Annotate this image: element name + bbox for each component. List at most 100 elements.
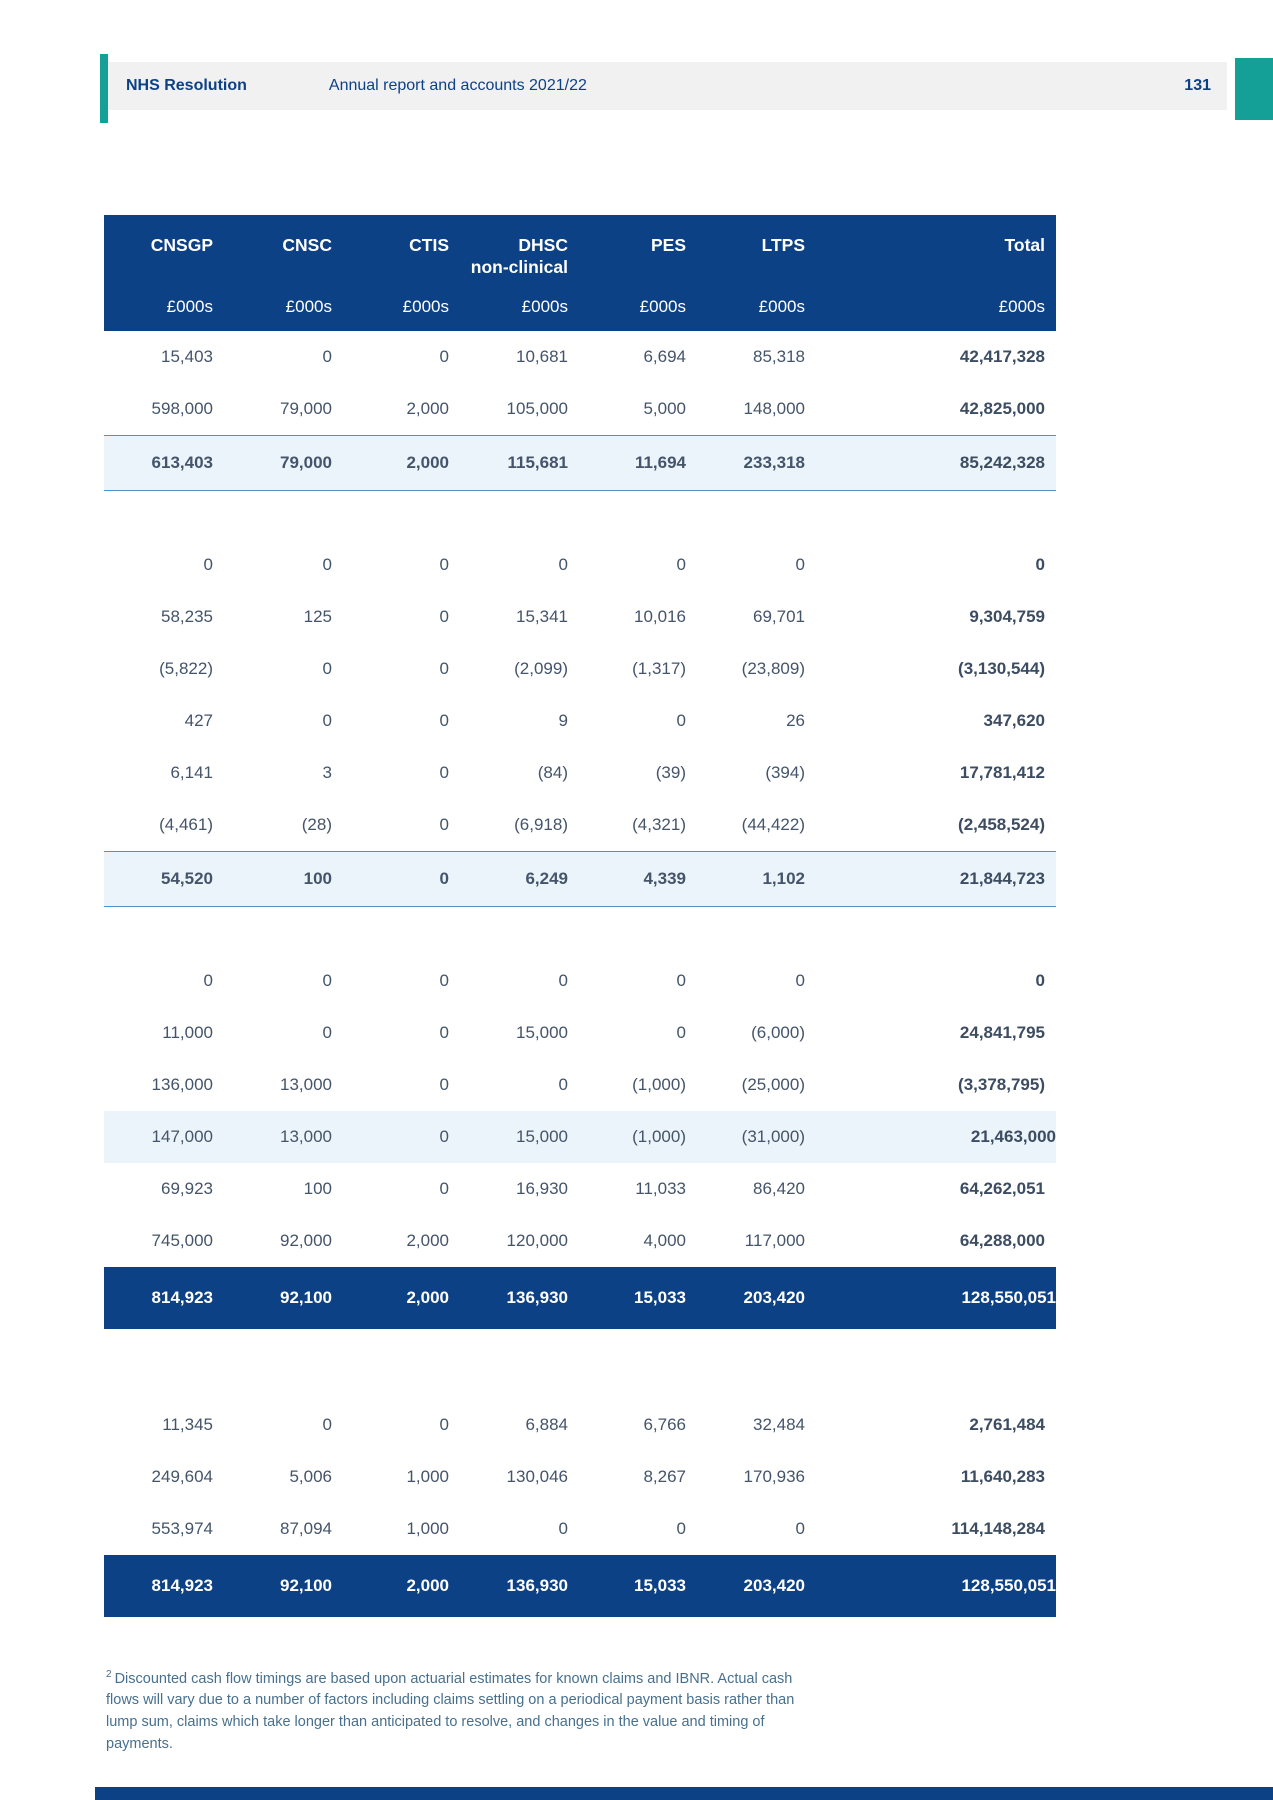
- table-row-subtotal-plain: 147,000 13,000 0 15,000 (1,000) (31,000) 21,46…: [104, 1110, 1056, 1163]
- table-cell: 0: [795, 1518, 805, 1538]
- table-cell: 598,000: [151, 398, 213, 418]
- page-number: 131: [1184, 77, 1211, 94]
- table-cell: 2,000: [406, 1230, 449, 1250]
- footnote-marker: 2: [106, 1668, 112, 1680]
- table-row-normal: 69,923 100 0 16,930 11,033 86,420 64,262,051: [104, 1163, 1056, 1215]
- table-row-grandtotal: 814,923 92,100 2,000 136,930 15,033 203,420 12…: [104, 1554, 1056, 1617]
- table-cell: 203,420: [686, 1266, 805, 1329]
- table-cell: 0: [558, 554, 568, 574]
- table-cell: 553,974: [151, 1518, 213, 1538]
- running-header: NHS Resolution Annual report and account…: [100, 62, 1227, 110]
- table-cell: 26: [786, 710, 805, 730]
- table-cell: 0: [439, 814, 449, 834]
- table-cell: 2,761,484: [969, 1414, 1045, 1434]
- table-cell: 54,520: [104, 850, 213, 907]
- table-cell: 5,000: [643, 398, 686, 418]
- column-sublabel: non-clinical: [470, 256, 568, 277]
- table-cell: 0: [332, 850, 449, 907]
- table-cell: 11,640,283: [960, 1466, 1045, 1486]
- column-label: CNSC: [282, 235, 332, 255]
- table-row-normal: 598,000 79,000 2,000 105,000 5,000 148,000 42,…: [104, 383, 1056, 436]
- table-cell: (31,000): [686, 1110, 805, 1163]
- column-label: LTPS: [761, 235, 805, 255]
- table-cell: 1,000: [406, 1466, 449, 1486]
- table-cell: 10,681: [516, 346, 568, 366]
- table-cell: 86,420: [753, 1178, 805, 1198]
- table-cell: 15,000: [449, 1110, 568, 1163]
- table-row-normal: (4,461) (28) 0 (6,918) (4,321) (44,422) (2,458…: [104, 799, 1056, 852]
- table-cell: 0: [439, 762, 449, 782]
- table-cell: 170,936: [743, 1466, 805, 1486]
- table-cell: 21,844,723: [805, 850, 1056, 907]
- table-cell: 130,046: [506, 1466, 568, 1486]
- table-cell: 85,242,328: [805, 434, 1056, 491]
- table-cell: 69,923: [161, 1178, 213, 1198]
- table-cell: 79,000: [213, 434, 332, 491]
- table-row-normal: 58,235 125 0 15,341 10,016 69,701 9,304,759: [104, 591, 1056, 643]
- gap-cell: [104, 490, 1056, 539]
- table-cell: 15,341: [516, 606, 568, 626]
- table-cell: 1,102: [686, 850, 805, 907]
- table-cell: 4,000: [643, 1230, 686, 1250]
- table-cell: 249,604: [151, 1466, 213, 1486]
- table-cell: 85,318: [753, 346, 805, 366]
- column-sublabel: [104, 257, 213, 281]
- document-title: Annual report and accounts 2021/22: [328, 77, 587, 94]
- table-cell: 0: [322, 1022, 332, 1042]
- table-cell: (4,321): [632, 814, 686, 834]
- table-cell: 0: [322, 554, 332, 574]
- table-cell: (3,130,544): [958, 658, 1045, 678]
- table-cell: 105,000: [506, 398, 568, 418]
- table-cell: 0: [676, 554, 686, 574]
- table-row-normal: 11,345 0 0 6,884 6,766 32,484 2,761,484: [104, 1399, 1056, 1451]
- table-row-grandtotal: 814,923 92,100 2,000 136,930 15,033 203,420 12…: [104, 1266, 1056, 1329]
- table-cell: (2,458,524): [958, 814, 1045, 834]
- table-row-normal: 745,000 92,000 2,000 120,000 4,000 117,000 64,…: [104, 1215, 1056, 1267]
- table-cell: 0: [439, 1178, 449, 1198]
- table-cell: 125: [303, 606, 332, 626]
- table-cell: 128,550,051: [805, 1266, 1056, 1329]
- table-cell: 745,000: [151, 1230, 213, 1250]
- table-cell: 0: [558, 1074, 568, 1094]
- table-row-normal: 427 0 0 9 0 26 347,620: [104, 695, 1056, 747]
- table-cell: 6,694: [643, 346, 686, 366]
- table-cell: 5,006: [289, 1466, 332, 1486]
- table-cell: 0: [676, 970, 686, 990]
- table-cell: 233,318: [686, 434, 805, 491]
- table-cell: (5,822): [159, 658, 213, 678]
- table-cell: 0: [332, 1110, 449, 1163]
- table-cell: 100: [213, 850, 332, 907]
- column-header-ctis: CTIS £000s: [332, 215, 449, 331]
- table-cell: 0: [558, 970, 568, 990]
- table-row-normal: 15,403 0 0 10,681 6,694 85,318 42,417,328: [104, 331, 1056, 383]
- column-unit: £000s: [285, 296, 332, 316]
- column-header-total: Total £000s: [805, 215, 1056, 331]
- table-cell: 114,148,284: [951, 1518, 1045, 1538]
- row-gap: [104, 490, 1056, 539]
- page-corner-tab: [1235, 58, 1273, 120]
- table-cell: 87,094: [280, 1518, 332, 1538]
- table-cell: 6,141: [170, 762, 213, 782]
- table-header: CNSGP £000s CNSC £000s CTIS £000s: [104, 215, 1056, 331]
- table-cell: (1,317): [632, 658, 686, 678]
- table-cell: 0: [203, 970, 213, 990]
- footer-bar: [95, 1787, 1273, 1800]
- table-cell: 15,000: [516, 1022, 568, 1042]
- table-cell: 2,000: [332, 434, 449, 491]
- table-cell: (2,099): [514, 658, 568, 678]
- table-cell: 16,930: [516, 1178, 568, 1198]
- table-cell: 0: [676, 1518, 686, 1538]
- column-sublabel: [568, 257, 686, 281]
- footnote-text: Discounted cash flow timings are based u…: [106, 1670, 795, 1752]
- table-cell: 613,403: [104, 434, 213, 491]
- table-cell: 136,930: [449, 1554, 568, 1617]
- table-cell: 0: [439, 1022, 449, 1042]
- column-sublabel: [213, 257, 332, 281]
- brand-name: NHS Resolution: [126, 77, 247, 94]
- table-cell: 3: [322, 762, 332, 782]
- table-cell: 1,000: [406, 1518, 449, 1538]
- table-cell: 0: [439, 1414, 449, 1434]
- column-unit: £000s: [758, 296, 805, 316]
- gap-cell: [104, 906, 1056, 955]
- column-sublabel: [332, 257, 449, 281]
